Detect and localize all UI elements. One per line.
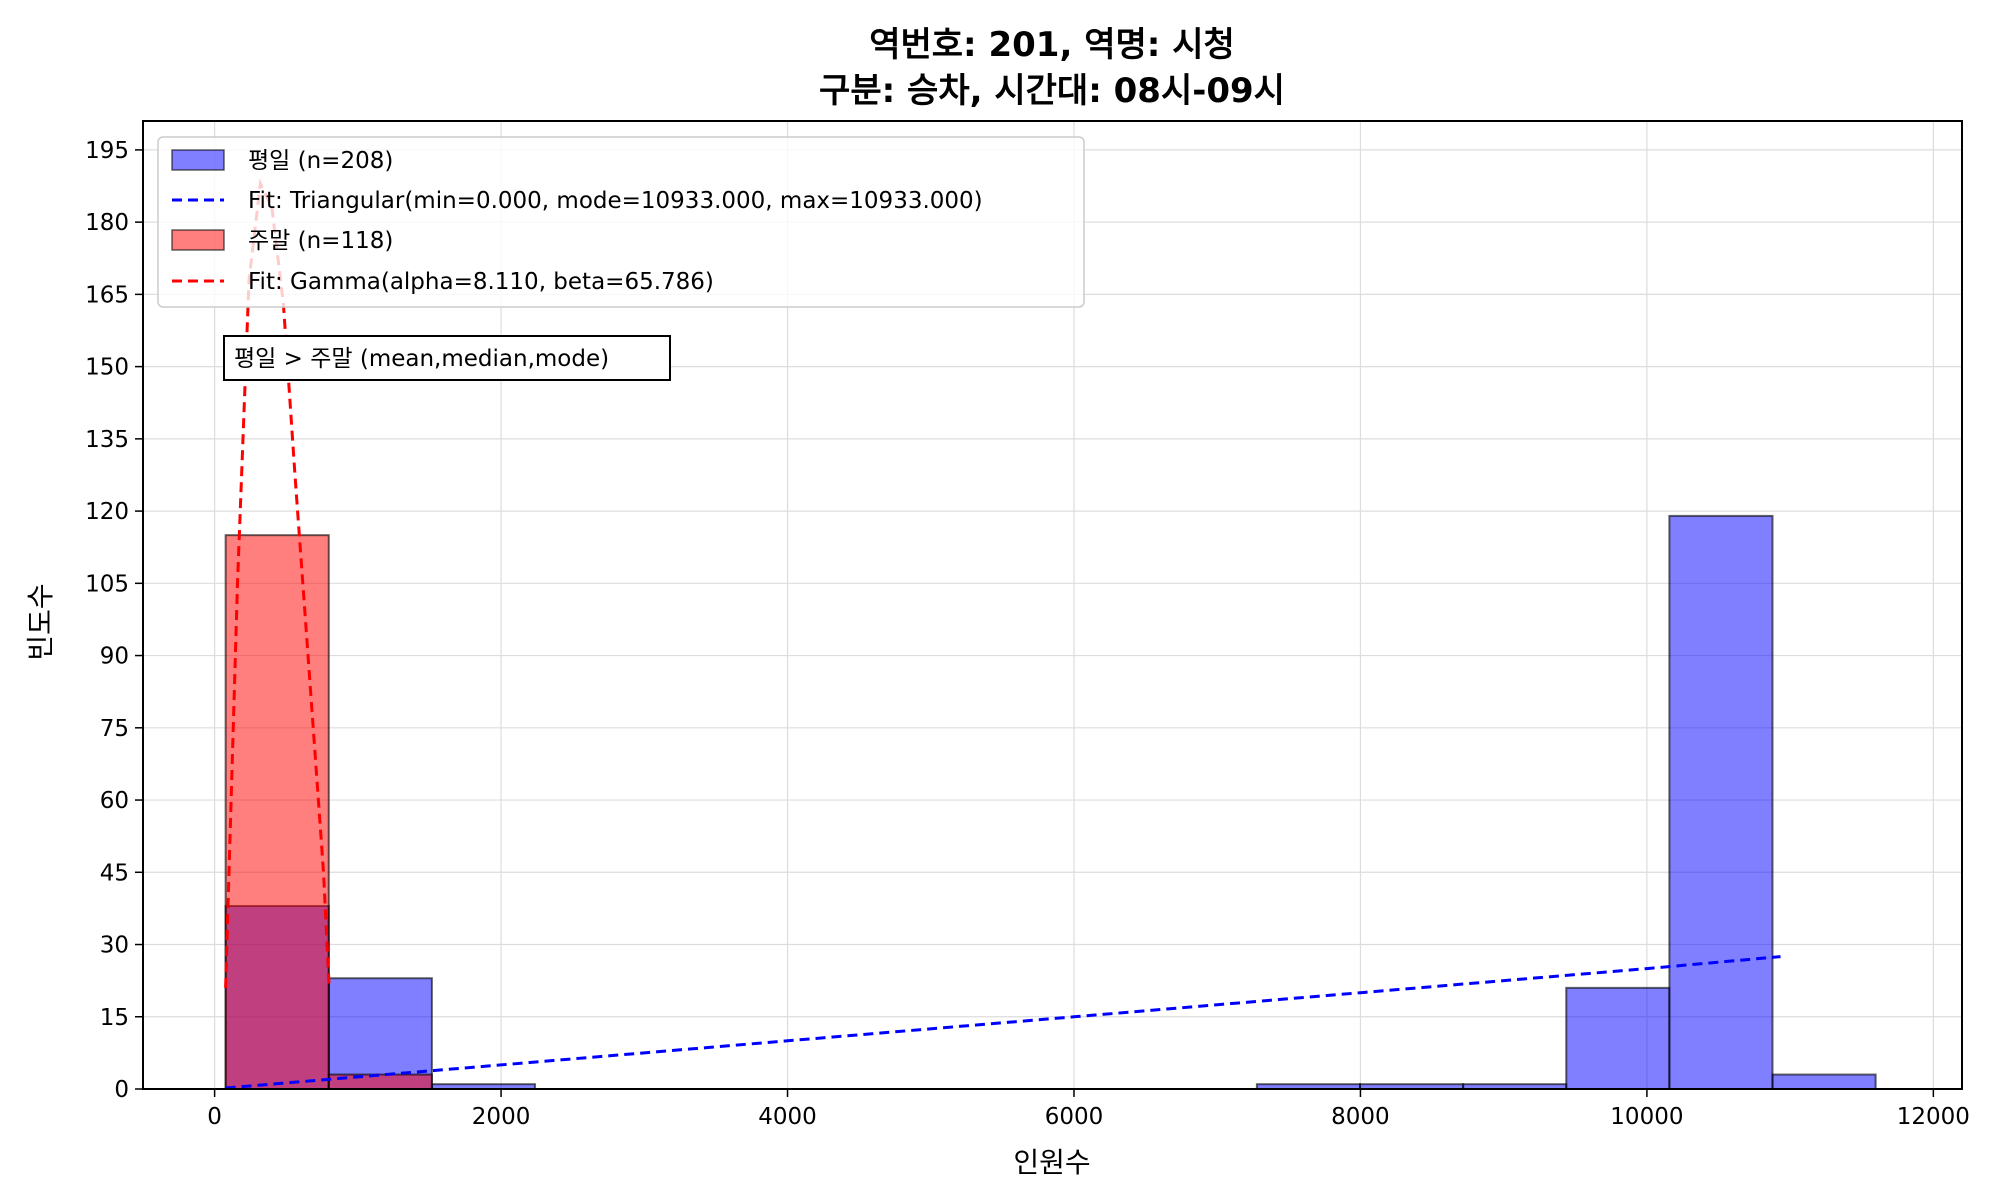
y-tick-label: 60 xyxy=(100,788,129,814)
y-tick-label: 30 xyxy=(100,933,129,959)
fit-line-series-1 xyxy=(225,955,1781,1090)
plot-frame xyxy=(142,120,1963,1090)
legend: 평일 (n=208) Fit: Triangular(min=0.000, mo… xyxy=(157,136,1085,308)
y-axis-label: 빈도수 xyxy=(24,583,57,660)
legend-swatch-weekday xyxy=(171,149,225,171)
y-tick-label: 105 xyxy=(85,571,129,597)
annotation-frame xyxy=(223,335,671,381)
x-tick-label: 2000 xyxy=(472,1104,531,1130)
legend-swatch-weekend xyxy=(171,229,225,251)
axes: 0 2000 4000 6000 8000 10000 12000 0 15 30 45 60 75 90… xyxy=(85,120,1970,1130)
legend-label-weekend: 주말 (n=118) xyxy=(248,228,393,254)
chart-title-line1: 역번호: 201, 역명: 시청 xyxy=(869,25,1235,65)
legend-label-weekday: 평일 (n=208) xyxy=(248,148,393,174)
x-tick-label: 8000 xyxy=(1331,1104,1390,1130)
chart-title-line2: 구분: 승차, 시간대: 08시-09시 xyxy=(819,71,1285,111)
legend-label-gamma-fit: Fit: Gamma(alpha=8.110, beta=65.786) xyxy=(248,269,714,295)
y-tick-label: 120 xyxy=(85,499,129,525)
y-tick-label: 15 xyxy=(100,1005,129,1031)
y-tick-label: 45 xyxy=(100,860,129,886)
legend-label-triangular-fit: Fit: Triangular(min=0.000, mode=10933.00… xyxy=(248,188,983,214)
x-axis-label: 인원수 xyxy=(1013,1146,1090,1179)
histogram-bar-series-0 xyxy=(1771,1073,1877,1091)
y-tick-label: 180 xyxy=(85,210,129,236)
histogram-bar-series-0 xyxy=(1565,986,1671,1090)
annotation-text: 평일 > 주말 (mean,median,mode) xyxy=(234,346,609,372)
x-tick-label: 6000 xyxy=(1045,1104,1104,1130)
annotation-box: 평일 > 주말 (mean,median,mode) xyxy=(223,335,671,381)
histogram-bar-series-0 xyxy=(327,977,433,1090)
y-tick-label: 135 xyxy=(85,427,129,453)
x-tick-label: 0 xyxy=(207,1104,222,1130)
x-tick-label: 4000 xyxy=(758,1104,817,1130)
y-tick-label: 90 xyxy=(100,644,129,670)
y-tick-label: 150 xyxy=(85,355,129,381)
histogram-bars xyxy=(224,514,1877,1091)
histogram-bar-series-2 xyxy=(224,534,330,1090)
y-tick-label: 0 xyxy=(114,1077,129,1103)
x-tick-label: 10000 xyxy=(1610,1104,1683,1130)
legend-frame xyxy=(157,136,1085,308)
x-tick-label: 12000 xyxy=(1897,1104,1970,1130)
y-tick-label: 195 xyxy=(85,138,129,164)
y-tick-label: 165 xyxy=(85,282,129,308)
histogram-bar-series-0 xyxy=(1668,514,1774,1090)
y-tick-label: 75 xyxy=(100,716,129,742)
